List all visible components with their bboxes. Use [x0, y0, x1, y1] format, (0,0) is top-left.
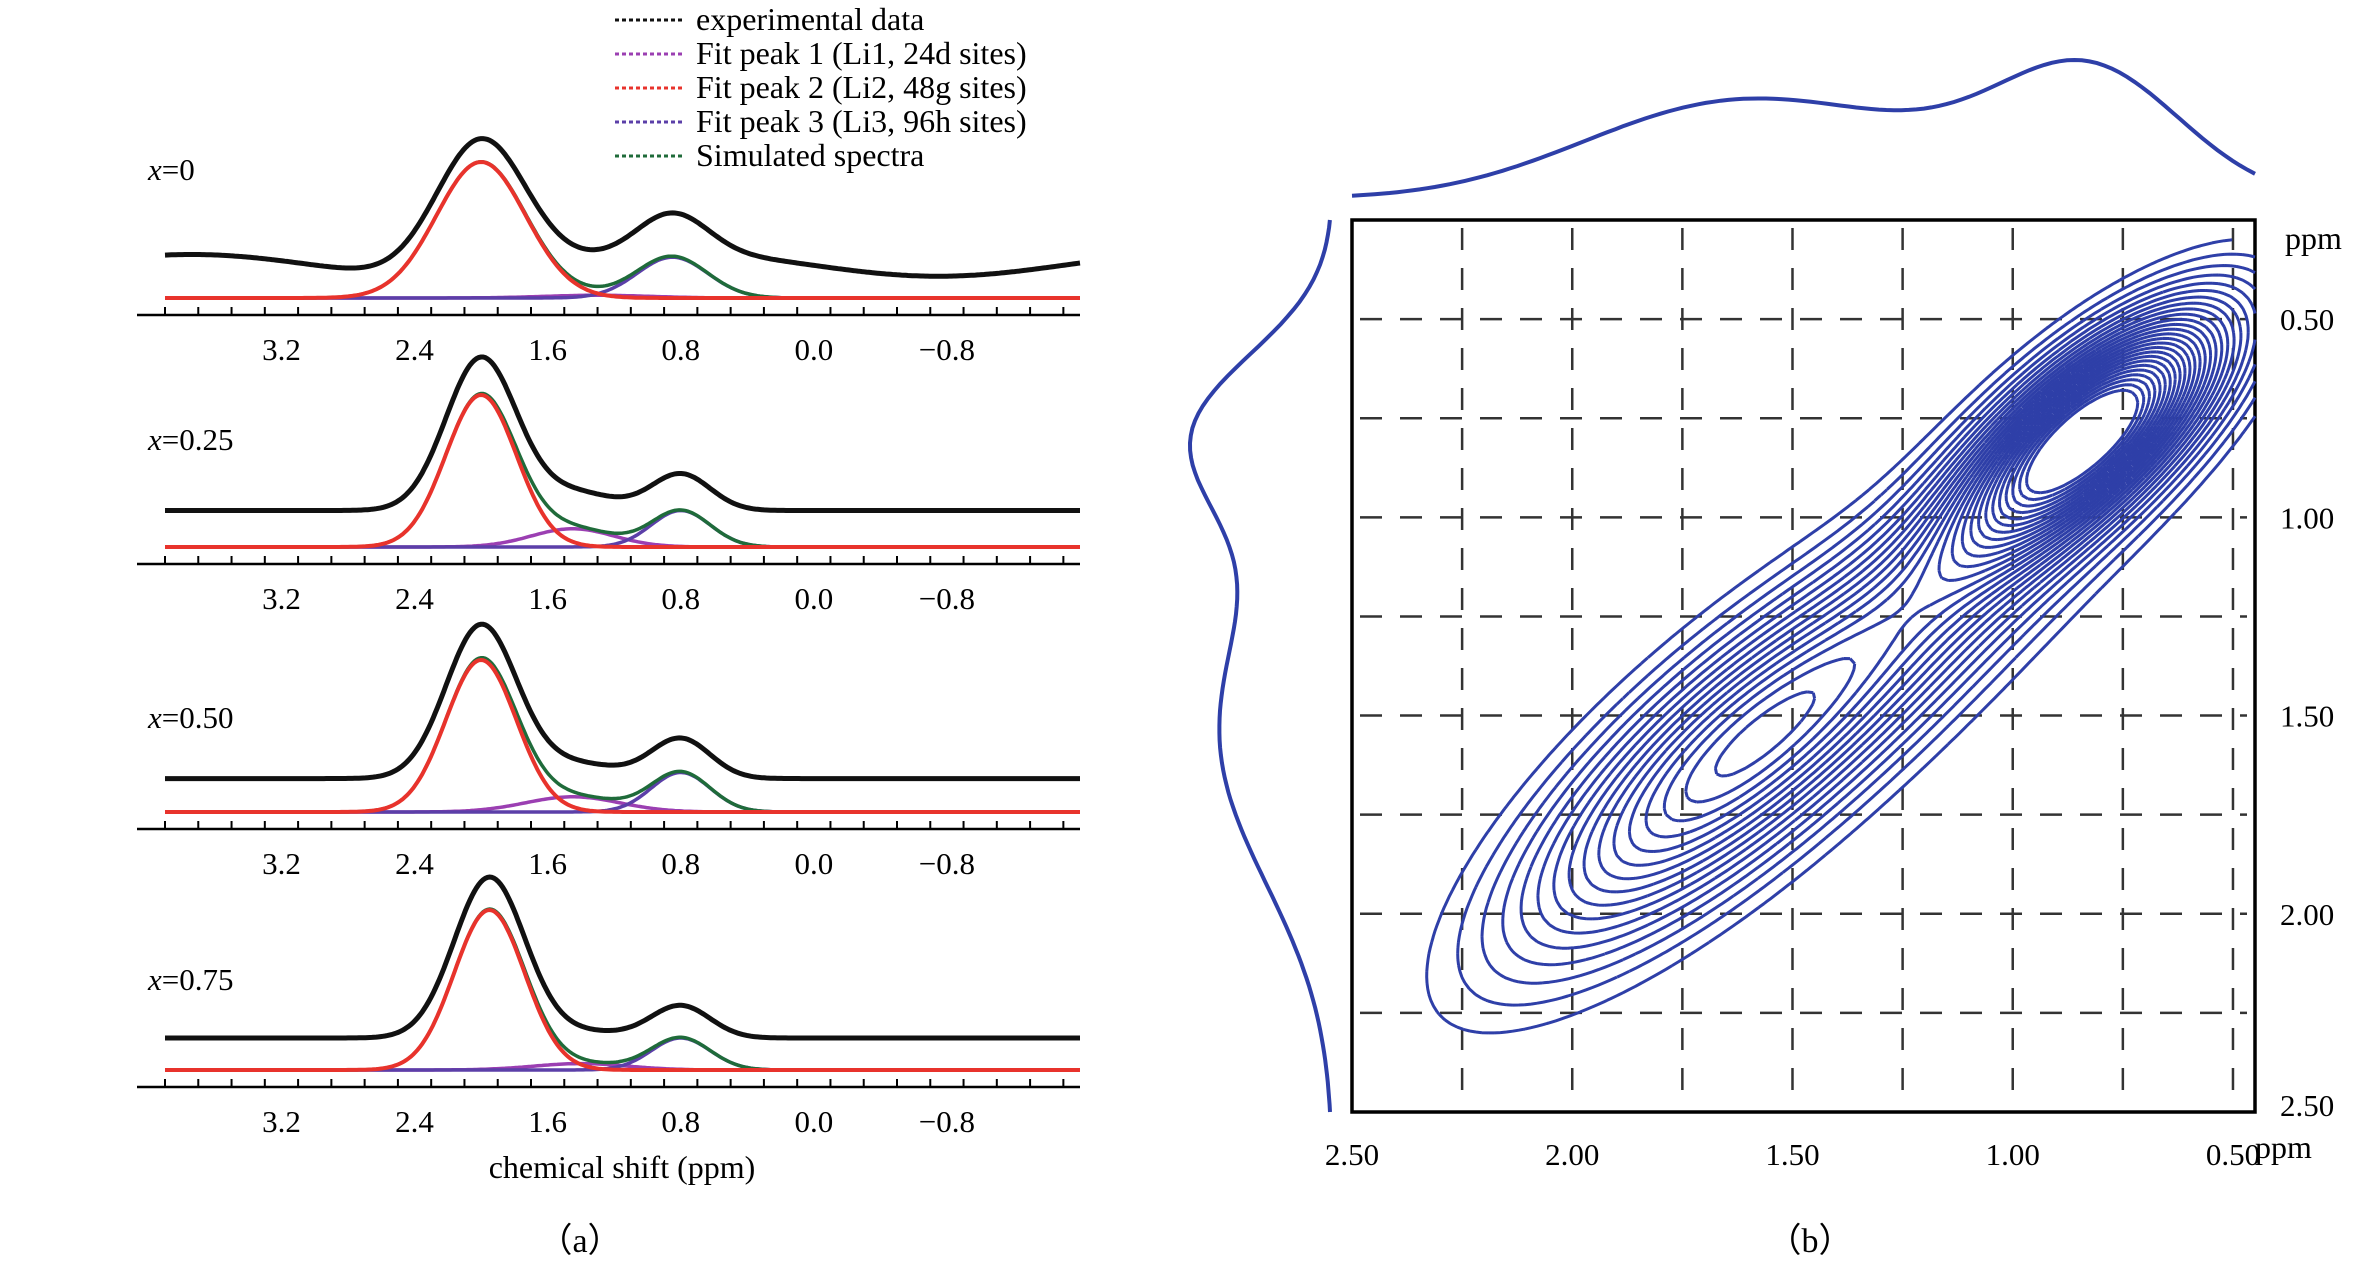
- spectrum-x-tick-label: 0.8: [661, 332, 700, 367]
- simulated-spectrum-curve: [165, 907, 1080, 1072]
- spectrum-x-tick-label: 3.2: [262, 332, 301, 367]
- contour-plot-frame: [1350, 218, 2257, 1114]
- contour-level-line: [1662, 332, 2202, 823]
- spectrum-composition-label: x=0: [147, 152, 195, 187]
- fit-peak-2-curve: [165, 159, 1080, 300]
- spectrum-x-tick-label: 1.6: [528, 1104, 567, 1139]
- contour-level-line: [1713, 341, 2192, 778]
- panel-a-spectra: 3.2 2.4 1.6 0.8 0.0 −0.8 x=0 3.2 2.4 1.6 0.8 0.0 −0.…: [137, 136, 1081, 1139]
- contour-level-line: [1684, 336, 2197, 804]
- spectrum-x-tick-label: 2.4: [395, 1104, 434, 1139]
- experimental-data-curve: [165, 621, 1080, 782]
- panel-a-x-axis-title: chemical shift (ppm): [489, 1149, 756, 1185]
- legend-entry: Fit peak 2 (Li2, 48g sites): [696, 69, 1027, 105]
- contour-level-line: [2011, 378, 2151, 508]
- experimental-data-curve: [164, 136, 1081, 279]
- contour-x-tick-label: 2.00: [1545, 1137, 1599, 1172]
- contour-y-tick-label: 2.00: [2280, 897, 2334, 932]
- contour-level-line: [1552, 295, 2243, 921]
- spectrum-x-tick-label: 0.0: [794, 1104, 833, 1139]
- contour-level-line: [2018, 383, 2146, 502]
- fit-peak-2-curve: [165, 392, 1080, 549]
- panel-label-b: （b）: [1768, 1222, 1853, 1260]
- spectrum-x-tick-label: 3.2: [262, 581, 301, 616]
- fit-peak-3-curve: [165, 1036, 1080, 1072]
- legend-entry: Simulated spectra: [696, 137, 924, 173]
- spectrum-x-tick-label: 2.4: [395, 846, 434, 881]
- spectrum-composition-label: x=0.50: [147, 700, 234, 735]
- contour-x-tick-label: 0.50: [2206, 1137, 2260, 1172]
- panel-b-x-axis-unit: ppm: [2255, 1129, 2312, 1165]
- contour-level-line: [1582, 307, 2230, 894]
- spectrum-x-tick-label: 1.6: [528, 846, 567, 881]
- left-projection-curve: [1187, 219, 1332, 1113]
- simulated-spectrum-curve: [165, 391, 1080, 549]
- spectrum-composition-label: x=0.25: [147, 422, 234, 457]
- spectrum-x-tick-label: −0.8: [919, 581, 975, 616]
- fit-peak-2-curve: [165, 657, 1080, 814]
- spectrum-x-tick-label: 0.8: [661, 581, 700, 616]
- contour-level-line: [2025, 388, 2140, 495]
- spectrum-x-tick-label: −0.8: [919, 332, 975, 367]
- simulated-spectrum-curve: [165, 655, 1080, 814]
- top-projection-curve: [1351, 57, 2256, 198]
- panel-b-y-axis-unit: ppm: [2285, 220, 2342, 256]
- contour-level-line: [1644, 327, 2207, 839]
- contour-level-line: [1960, 345, 2187, 558]
- contour-level-line: [2004, 373, 2157, 515]
- contour-x-tick-label: 1.00: [1986, 1137, 2040, 1172]
- contour-level-line: [1969, 350, 2182, 549]
- spectrum-x-tick-label: 2.4: [395, 581, 434, 616]
- spectrum-x-tick-label: 3.2: [262, 1104, 301, 1139]
- spectrum-x-tick-label: −0.8: [919, 1104, 975, 1139]
- contour-x-tick-label: 1.50: [1765, 1137, 1819, 1172]
- legend-entry: Fit peak 1 (Li1, 24d sites): [696, 35, 1027, 71]
- spectrum-x-tick-label: 0.0: [794, 846, 833, 881]
- fit-peak-3-curve: [165, 508, 1080, 549]
- spectrum-x-tick-label: 3.2: [262, 846, 301, 881]
- experimental-data-curve: [165, 354, 1080, 513]
- contour-level-line: [1597, 312, 2224, 881]
- contour-y-tick-label: 1.00: [2280, 500, 2334, 535]
- contour-x-tick-label: 2.50: [1325, 1137, 1379, 1172]
- contour-level-line: [1480, 264, 2257, 985]
- spectrum-x-tick-label: 0.8: [661, 846, 700, 881]
- contour-level-line: [1456, 252, 2257, 1007]
- spectrum-x-tick-label: 0.0: [794, 581, 833, 616]
- spectrum-x-tick-label: 0.8: [661, 1104, 700, 1139]
- contour-level-line: [1519, 281, 2257, 950]
- spectrum-x-tick-label: 2.4: [395, 332, 434, 367]
- spectrum-composition-label: x=0.75: [147, 962, 234, 997]
- fit-peak-2-curve: [165, 907, 1080, 1072]
- spectrum-x-tick-label: 1.6: [528, 581, 567, 616]
- spectrum-x-tick-label: −0.8: [919, 846, 975, 881]
- contour-y-tick-label: 2.50: [2280, 1088, 2334, 1123]
- contour-level-line: [1567, 301, 2236, 907]
- contour-level-line: [1998, 368, 2162, 521]
- panel-b-contour: 2.50 2.00 1.50 1.00 0.50 0.50 1.00 1.50 2.00 2.50: [1187, 57, 2334, 1172]
- legend-entry: Fit peak 3 (Li3, 96h sites): [696, 103, 1027, 139]
- contour-level-line: [1536, 289, 2250, 935]
- panel-label-a: （a）: [538, 1222, 621, 1260]
- contour-level-line: [1627, 322, 2213, 853]
- contour-y-tick-label: 1.50: [2280, 699, 2334, 734]
- contour-level-line: [1425, 238, 2257, 1035]
- contour-level-line: [1501, 273, 2257, 967]
- legend-entry: experimental data: [696, 1, 924, 37]
- experimental-data-curve: [165, 874, 1080, 1041]
- contour-y-tick-label: 0.50: [2280, 302, 2334, 337]
- spectrum-x-tick-label: 1.6: [528, 332, 567, 367]
- contour-level-line: [1977, 354, 2177, 542]
- contour-level-line: [1984, 359, 2172, 534]
- spectrum-x-tick-label: 0.0: [794, 332, 833, 367]
- contour-level-line: [1991, 363, 2167, 528]
- contour-level-line: [1612, 317, 2218, 867]
